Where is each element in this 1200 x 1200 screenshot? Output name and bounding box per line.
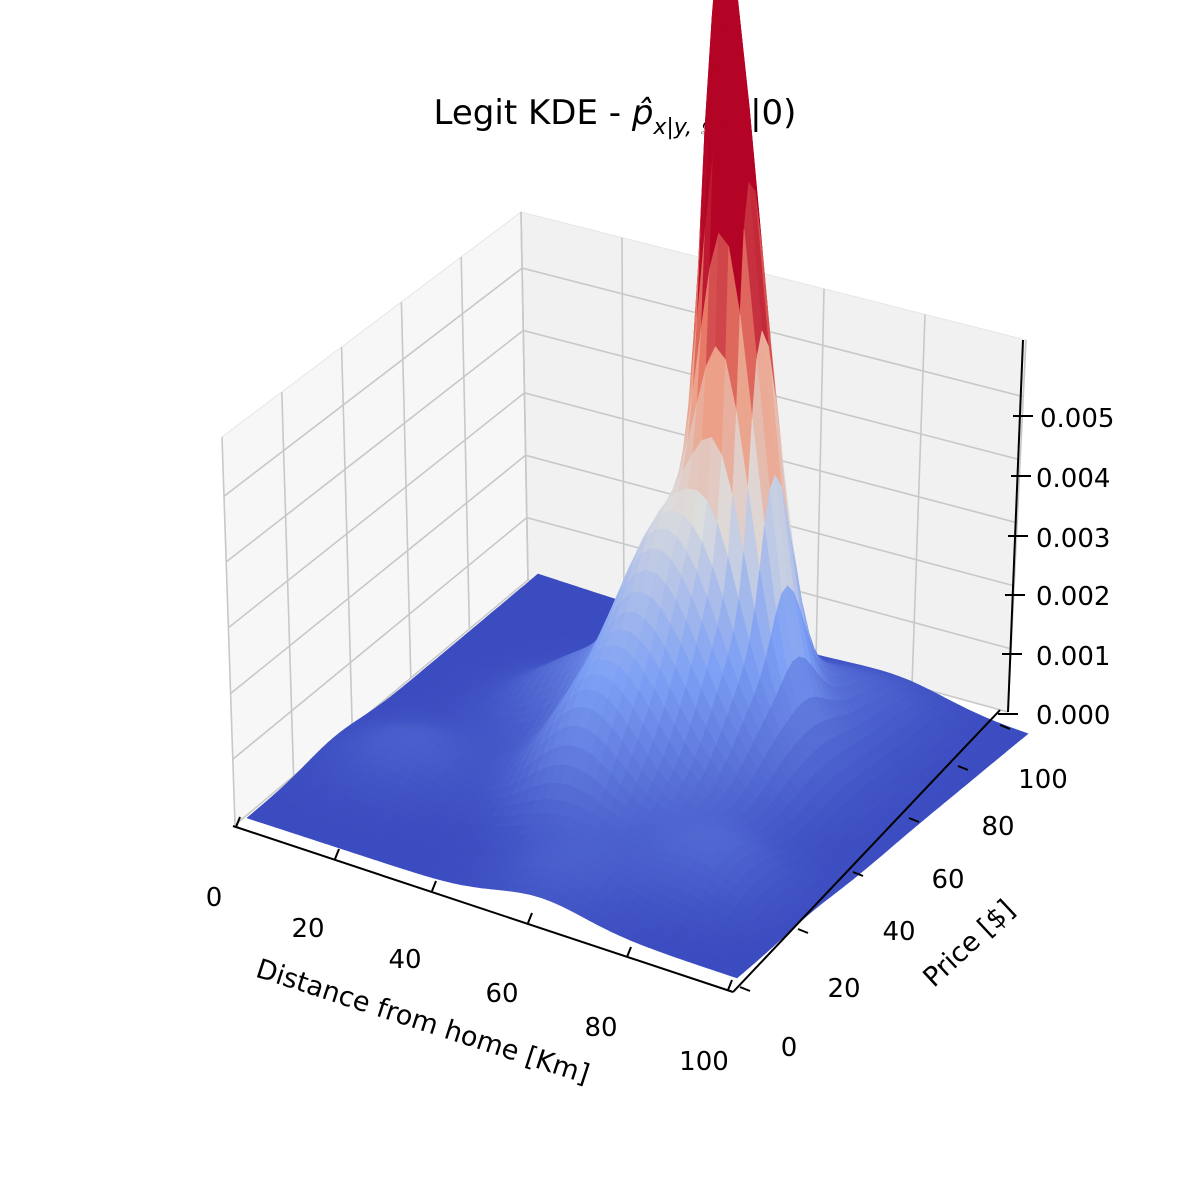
x-grid-line bbox=[911, 314, 926, 686]
y-grid-line bbox=[340, 346, 353, 728]
y-tick-label: 100 bbox=[1018, 765, 1068, 795]
title-prefix: Legit KDE - bbox=[434, 93, 632, 133]
x-tick-label: 20 bbox=[291, 914, 324, 944]
y-grid-line bbox=[460, 256, 471, 630]
axes-grid bbox=[221, 211, 1027, 826]
y-tick bbox=[957, 765, 969, 771]
y-grid-line bbox=[281, 391, 295, 777]
tick-marks bbox=[235, 415, 1033, 992]
z-tick-label: 0.004 bbox=[1036, 464, 1110, 494]
x-tick bbox=[431, 880, 437, 892]
surface-patch bbox=[726, 969, 744, 979]
z-tick-label: 0.003 bbox=[1036, 524, 1110, 554]
y-tick bbox=[797, 928, 809, 934]
y-axis-label: Price [$] bbox=[917, 894, 1021, 994]
x-axis-label: Distance from home [Km] bbox=[252, 953, 593, 1090]
x-tick-label: 80 bbox=[584, 1013, 617, 1043]
x-grid-line bbox=[815, 288, 825, 660]
y-grid-line bbox=[221, 436, 236, 826]
y-grid-line bbox=[520, 211, 529, 581]
x-tick-label: 100 bbox=[679, 1047, 729, 1077]
x-tick bbox=[626, 946, 632, 958]
x-axis-line bbox=[232, 825, 734, 993]
y-tick bbox=[852, 871, 864, 877]
x-tick-label: 0 bbox=[206, 883, 223, 913]
z-tick-label: 0.001 bbox=[1036, 642, 1110, 672]
y-tick-label: 40 bbox=[882, 917, 915, 947]
y-tick-label: 20 bbox=[827, 974, 860, 1004]
x-tick bbox=[727, 979, 733, 991]
density-surface bbox=[246, 0, 1029, 979]
y-tick-label: 80 bbox=[981, 812, 1014, 842]
x-grid-line bbox=[621, 237, 625, 607]
y-tick-label: 60 bbox=[931, 865, 964, 895]
y-tick bbox=[999, 724, 1011, 730]
y-tick bbox=[739, 986, 751, 992]
axes-lines bbox=[232, 339, 1024, 993]
x-tick bbox=[235, 816, 241, 828]
z-tick-label: 0.005 bbox=[1040, 404, 1114, 434]
y-tick bbox=[908, 817, 920, 823]
y-axis-line bbox=[732, 709, 1001, 993]
y-tick-label: 0 bbox=[781, 1033, 798, 1063]
x-tick bbox=[334, 848, 340, 860]
title-main: p̂ bbox=[631, 93, 654, 133]
z-tick-label: 0.000 bbox=[1036, 701, 1110, 731]
y-grid-line bbox=[400, 301, 412, 679]
x-tick-label: 40 bbox=[388, 945, 421, 975]
z-axis-line bbox=[1007, 339, 1024, 713]
x-tick bbox=[527, 912, 533, 924]
x-tick-label: 60 bbox=[485, 979, 518, 1009]
z-tick-label: 0.002 bbox=[1036, 582, 1110, 612]
